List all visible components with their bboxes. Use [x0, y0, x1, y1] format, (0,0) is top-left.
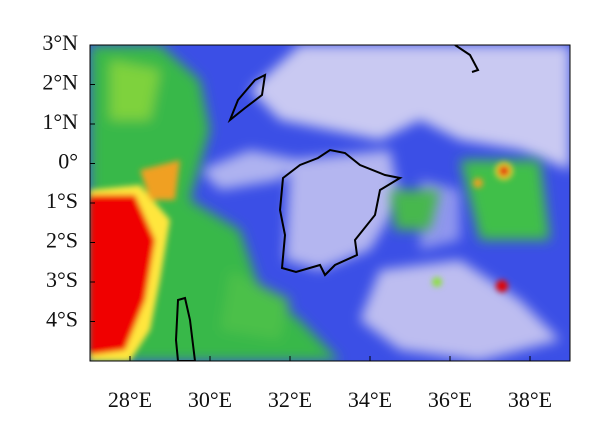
y-tick-label: 1°N: [42, 109, 78, 134]
y-tick-label: 4°S: [46, 307, 78, 332]
coastlines: [174, 45, 480, 361]
field: [90, 45, 570, 361]
y-tick-label: 1°S: [46, 188, 78, 213]
y-tick-label: 3°S: [46, 267, 78, 292]
x-tick-label: 34°E: [348, 387, 392, 412]
x-tick-label: 32°E: [268, 387, 312, 412]
y-tick-label: 0°: [58, 149, 78, 174]
x-tick-label: 28°E: [108, 387, 152, 412]
x-tick-label: 38°E: [508, 387, 552, 412]
y-tick-label: 3°N: [42, 30, 78, 55]
y-tick-label: 2°S: [46, 228, 78, 253]
y-tick-label: 2°N: [42, 70, 78, 95]
x-tick-label: 36°E: [428, 387, 472, 412]
axes: 28°E 30°E 32°E 34°E 36°E 38°E 3°N 2°N 1°N 0° 1°S 2°…: [42, 30, 552, 412]
high-values: [90, 160, 513, 361]
low-values: [200, 45, 570, 361]
x-tick-label: 30°E: [188, 387, 232, 412]
